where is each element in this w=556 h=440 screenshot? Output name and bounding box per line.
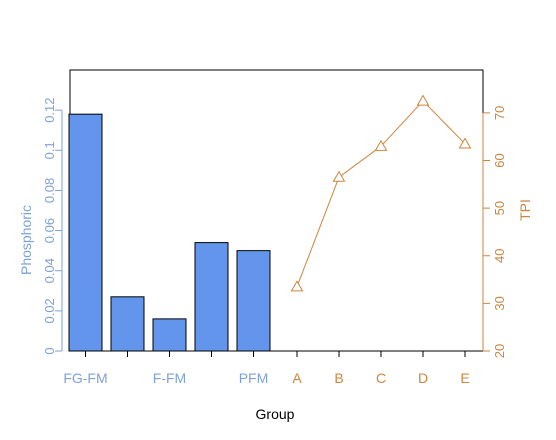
left-tick-label-0: 0 — [42, 347, 57, 354]
left-tick-label-3: 0.06 — [42, 218, 57, 243]
bar-4 — [236, 250, 271, 352]
x-axis: FG-FM F-FM PFM A B C D E — [63, 350, 470, 386]
right-tick-label-3: 50 — [492, 201, 507, 215]
left-tick-label-1: 0.02 — [42, 298, 57, 323]
right-axis: 20 30 40 50 60 70 — [482, 106, 507, 358]
line-x-tick-label-1: B — [334, 370, 343, 386]
bar-x-tick-label-0: FG-FM — [63, 370, 107, 386]
right-tick-label-1: 30 — [492, 296, 507, 310]
bar-x-tick-label-2: F-FM — [153, 370, 186, 386]
x-axis-label: Group — [256, 406, 295, 422]
line-x-tick-label-0: A — [292, 370, 302, 386]
line-x-tick-label-4: E — [460, 370, 469, 386]
line-point-1 — [332, 170, 346, 182]
left-tick-label-5: 0.1 — [42, 141, 57, 159]
left-tick-label-6: 0.12 — [42, 97, 57, 122]
line-point-0 — [290, 280, 304, 292]
left-axis: 0 0.02 0.04 0.06 0.08 0.1 0.12 — [42, 97, 63, 355]
right-axis-label: TPI — [517, 199, 533, 221]
line-point-3 — [416, 94, 430, 106]
bar-3 — [194, 242, 229, 352]
line-x-tick-label-2: C — [376, 370, 386, 386]
line-series-group — [290, 94, 472, 292]
right-tick-label-5: 70 — [492, 106, 507, 120]
left-tick-label-4: 0.08 — [42, 178, 57, 203]
line-series-path — [296, 100, 466, 287]
right-tick-label-2: 40 — [492, 249, 507, 263]
bar-1 — [110, 296, 145, 352]
left-axis-label: Phosphoric — [18, 205, 34, 275]
left-tick-label-2: 0.04 — [42, 258, 57, 283]
bars-group — [68, 113, 271, 352]
line-point-2 — [374, 139, 388, 151]
bar-x-tick-label-4: PFM — [239, 370, 269, 386]
line-point-4 — [458, 137, 472, 149]
right-tick-label-4: 60 — [492, 153, 507, 167]
bar-0 — [68, 113, 103, 352]
right-tick-label-0: 20 — [492, 344, 507, 358]
bar-2 — [152, 318, 187, 352]
line-x-tick-label-3: D — [418, 370, 428, 386]
